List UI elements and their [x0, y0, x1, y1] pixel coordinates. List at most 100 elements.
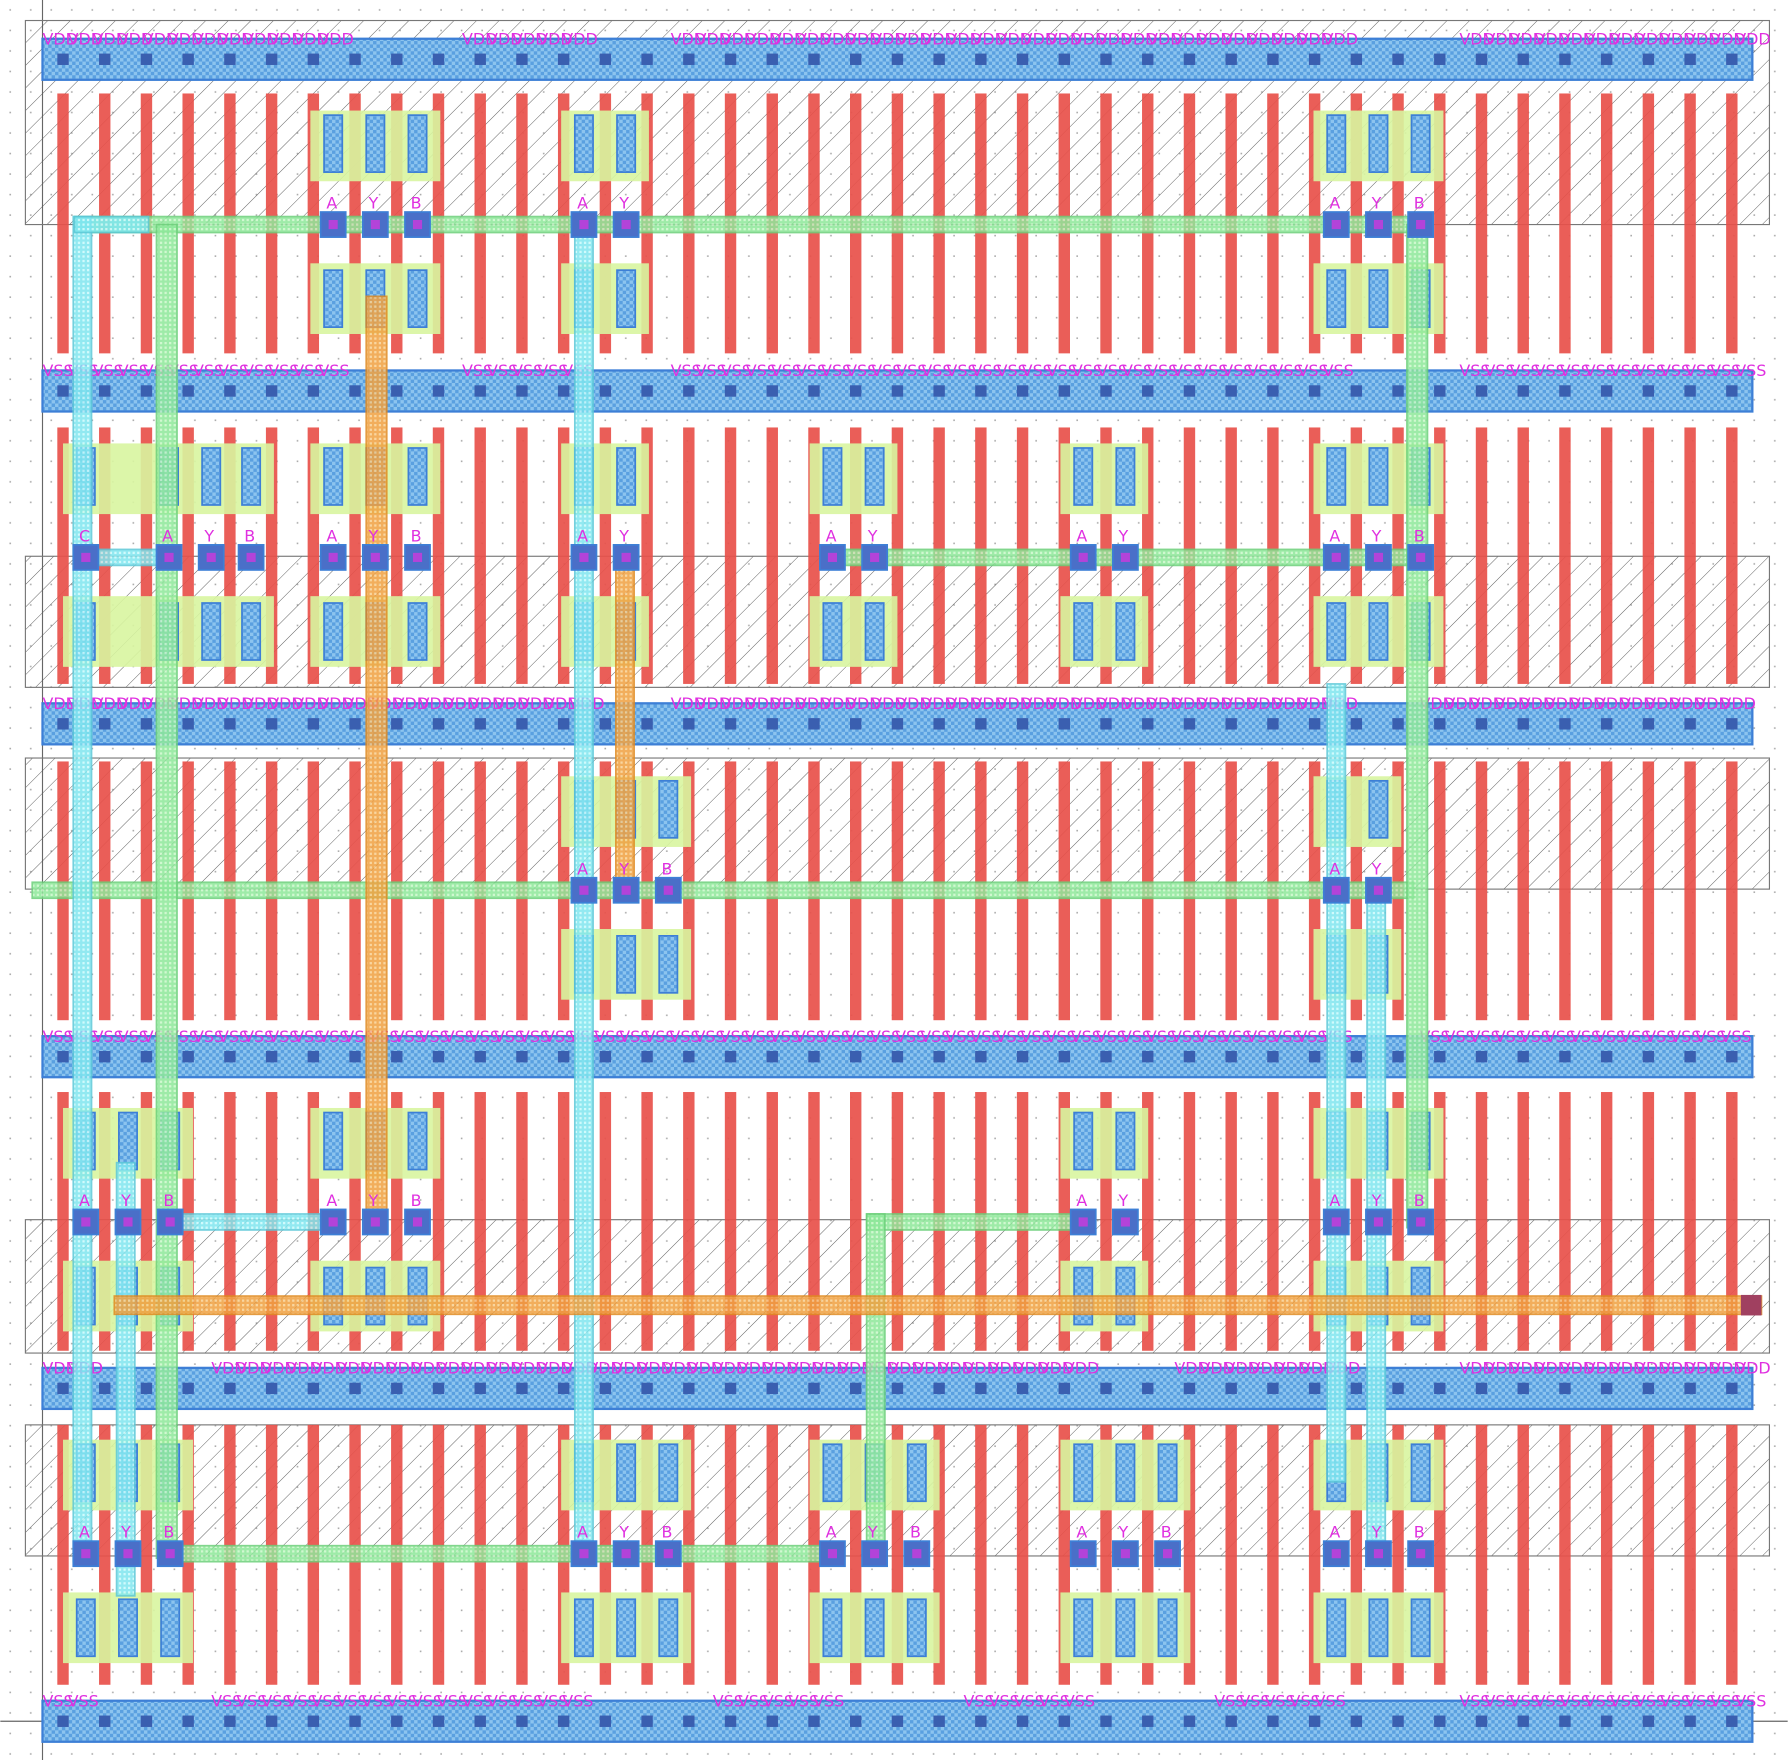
- pin-label: Y: [1118, 526, 1129, 545]
- metal3-wire: [73, 215, 150, 234]
- poly-stripe: [1642, 427, 1655, 684]
- rail-contact: [933, 1715, 945, 1727]
- metal1: [407, 1111, 428, 1171]
- rail-contact: [1517, 718, 1529, 730]
- rail-label: VSS: [920, 1027, 951, 1046]
- rail-label: VSS: [619, 1027, 650, 1046]
- pin-label: Y: [120, 1523, 131, 1542]
- rail-label: VDD: [1039, 1359, 1074, 1378]
- poly-stripe: [140, 1424, 153, 1685]
- metal1: [407, 602, 428, 661]
- poly-stripe: [975, 1424, 987, 1685]
- rail-label: VDD: [997, 694, 1032, 713]
- rail-contact: [850, 385, 862, 397]
- rail-contact: [1016, 385, 1029, 397]
- rail-label: VDD: [846, 694, 881, 713]
- pin-pad: [72, 1540, 100, 1568]
- rail-contact: [224, 53, 236, 65]
- rail-label: VDD: [946, 694, 981, 713]
- poly-stripe: [140, 1092, 153, 1351]
- rail-contact: [1350, 718, 1363, 730]
- rail-contact: [933, 1382, 945, 1395]
- rail-contact: [1225, 1050, 1237, 1063]
- rail-label: VSS: [1298, 361, 1329, 380]
- metal1: [407, 114, 428, 173]
- rail-label: VSS: [695, 1027, 726, 1046]
- metal1: [1115, 1598, 1136, 1658]
- poly-stripe: [766, 1092, 778, 1351]
- rail-label: VDD: [997, 29, 1032, 48]
- rail-label: VDD: [1720, 694, 1755, 713]
- rail-label: VSS: [1239, 1691, 1270, 1710]
- poly-stripe: [1559, 1424, 1571, 1685]
- rail-label: VSS: [1545, 1027, 1576, 1046]
- rail-label: VSS: [995, 1027, 1026, 1046]
- poly-stripe: [891, 1424, 904, 1685]
- rail-contact: [1308, 1050, 1321, 1063]
- rail-label: VDD: [921, 694, 956, 713]
- pin-label: B: [411, 194, 422, 213]
- rail-label: VSS: [318, 361, 349, 380]
- metal1: [658, 1443, 679, 1503]
- rail-contact: [265, 385, 278, 397]
- metal1: [1410, 114, 1431, 173]
- rail-contact: [99, 53, 111, 65]
- rail-label: VSS: [972, 361, 1003, 380]
- rail-contact: [1267, 1382, 1279, 1395]
- pin-label: B: [661, 859, 672, 878]
- rail-label: VDD: [1570, 694, 1605, 713]
- metal1: [1073, 1598, 1094, 1658]
- metal1: [1368, 269, 1389, 329]
- pin-label: B: [661, 1523, 672, 1542]
- metal1: [616, 114, 637, 173]
- rail-label: VSS: [1064, 1691, 1095, 1710]
- metal1: [822, 447, 843, 506]
- rail-label: VSS: [1560, 1691, 1591, 1710]
- rail-label: VSS: [1520, 1027, 1551, 1046]
- rail-contact: [140, 385, 153, 397]
- poly-stripe: [683, 1092, 695, 1351]
- rail-label: VDD: [1275, 1359, 1310, 1378]
- metal1: [906, 1598, 927, 1658]
- rail-label: VDD: [671, 29, 706, 48]
- poly-stripe: [1642, 1424, 1655, 1685]
- metal2-wire: [73, 215, 1432, 234]
- rail-contact: [1350, 53, 1363, 65]
- rail-label: VDD: [318, 29, 353, 48]
- rail-label: VDD: [1735, 1359, 1770, 1378]
- rail-contact: [516, 1050, 528, 1063]
- rail-contact: [1684, 385, 1696, 397]
- pin-via: [663, 885, 673, 895]
- pin-via: [621, 552, 631, 562]
- rail-label: VDD: [972, 694, 1007, 713]
- rail-label: VDD: [746, 694, 781, 713]
- rail-label: VSS: [921, 361, 952, 380]
- pin-label: A: [1329, 859, 1340, 878]
- rail-label: VDD: [1122, 694, 1157, 713]
- poly-stripe: [1183, 1424, 1196, 1685]
- metal1: [1073, 1111, 1094, 1171]
- rail-contact: [1267, 53, 1279, 65]
- pin-label: C: [79, 526, 90, 545]
- poly-stripe: [933, 1424, 945, 1685]
- rail-contact: [516, 718, 528, 730]
- rail-label: VSS: [845, 1027, 876, 1046]
- poly-stripe: [641, 427, 653, 684]
- rail-contact: [1726, 385, 1738, 397]
- rail-label: VSS: [387, 1691, 418, 1710]
- pin-label: A: [1076, 526, 1087, 545]
- rail-label: VDD: [243, 694, 278, 713]
- rail-label: VDD: [268, 29, 303, 48]
- rail-label: VSS: [1620, 1027, 1651, 1046]
- rail-contact: [891, 385, 904, 397]
- rail-label: VSS: [68, 1691, 99, 1710]
- rail-label: VSS: [1445, 1027, 1476, 1046]
- pin-label: A: [577, 1523, 588, 1542]
- poly-contact: [1740, 1294, 1762, 1316]
- rail-contact: [224, 718, 236, 730]
- rail-label: VDD: [989, 1359, 1024, 1378]
- rail-contact: [1100, 1715, 1112, 1727]
- rail-contact: [641, 718, 653, 730]
- rail-contact: [1517, 1382, 1529, 1395]
